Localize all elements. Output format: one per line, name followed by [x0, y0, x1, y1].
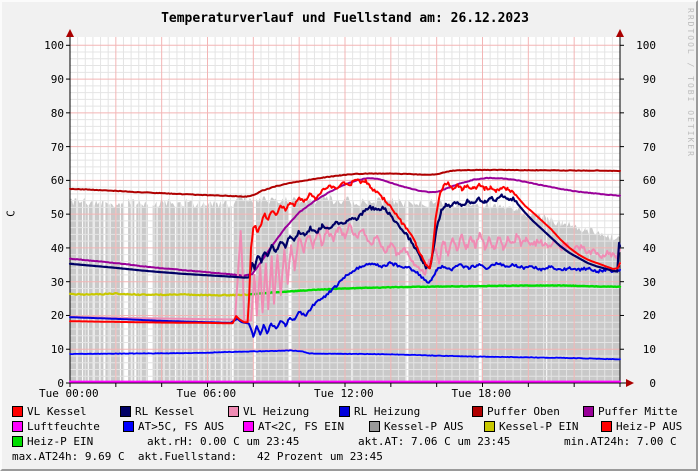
legend-label: Puffer Oben	[487, 405, 560, 418]
series-kessel-p-ein	[68, 292, 253, 297]
series-rl-heizung	[69, 261, 621, 338]
series-vl-heizung	[69, 223, 621, 322]
y-tick-label-left: 90	[50, 73, 64, 87]
legend-label: Kessel-P AUS	[384, 420, 464, 433]
legend-label: AT<2C, FS EIN	[258, 420, 345, 433]
legend-label: Puffer Mitte	[598, 405, 678, 418]
series-heiz-p-ein	[249, 284, 622, 296]
y-tick-label-left: 30	[50, 275, 64, 289]
y-tick-label-right: 90	[642, 73, 656, 87]
y-tick-label-left: 20	[50, 309, 64, 323]
y-tick-label-left: 10	[50, 343, 64, 357]
legend-swatch	[12, 421, 23, 432]
y-tick-label-right: 70	[642, 140, 656, 154]
chart-title: Temperaturverlauf und Fuellstand am: 26.…	[161, 11, 529, 26]
series-vl-kessel	[69, 178, 621, 325]
x-tick-label: Tue 00:00	[39, 387, 99, 400]
legend-label: AT>5C, FS AUS	[138, 420, 225, 433]
legend-swatch	[369, 421, 380, 432]
legend-swatch	[120, 406, 131, 417]
x-tick-label: Tue 18:00	[451, 387, 512, 400]
x-tick-label: Tue 06:00	[176, 387, 237, 400]
rrdtool-watermark: RRDTOOL / TOBI OETIKER	[686, 8, 695, 158]
legend-swatch	[123, 421, 134, 432]
legend-label: VL Heizung	[243, 405, 310, 418]
legend-label: Luftfeuchte	[27, 420, 100, 433]
y-tick-label-left: 60	[50, 174, 64, 188]
y-tick-label-left: 0	[57, 377, 64, 390]
x-tick-label: Tue 12:00	[314, 387, 374, 400]
y-tick-label-right: 30	[642, 275, 656, 289]
legend-swatch	[12, 436, 23, 447]
y-tick-label-left: 100	[44, 39, 64, 53]
y-tick-label-right: 40	[642, 241, 656, 255]
series-rl-kessel	[68, 193, 622, 279]
y-tick-label-left: 50	[50, 208, 64, 222]
y-tick-label-left: 40	[50, 241, 64, 255]
y-tick-label-right: 80	[642, 106, 656, 120]
legend-label: Kessel-P EIN	[499, 420, 579, 433]
legend-label: Heiz-P EIN	[27, 435, 94, 448]
y-tick-label-right: 100	[636, 39, 656, 53]
y-tick-label-right: 60	[642, 174, 656, 188]
y-tick-label-right: 0	[649, 377, 656, 390]
legend-label: RL Kessel	[135, 405, 195, 418]
legend-stat: akt.AT: 7.06 C um 23:45	[358, 435, 511, 448]
y-tick-label-right: 50	[642, 208, 656, 222]
y-tick-label-right: 10	[642, 343, 656, 357]
legend-swatch	[472, 406, 483, 417]
y-axis-label: C	[4, 210, 18, 217]
legend-swatch	[243, 421, 254, 432]
legend-stat: min.AT24h: 7.00 C	[564, 435, 677, 448]
legend-swatch	[484, 421, 495, 432]
legend-swatch	[228, 406, 239, 417]
legend-label: Heiz-P AUS	[616, 420, 683, 433]
legend-stat: akt.rH: 0.00 C um 23:45	[147, 435, 300, 448]
y-tick-label-left: 80	[50, 106, 64, 120]
y-tick-label-left: 70	[50, 140, 64, 154]
series-puffer-oben	[69, 168, 621, 198]
legend-swatch	[583, 406, 594, 417]
legend-stat: max.AT24h: 9.69 C akt.Fuellstand: 42 Pro…	[12, 450, 383, 463]
legend-label: RL Heizung	[354, 405, 421, 418]
series-at-aussentemperatur-at-5c-fs-aus-	[69, 349, 621, 361]
legend-label: VL Kessel	[27, 405, 87, 418]
legend-swatch	[339, 406, 350, 417]
legend-swatch	[601, 421, 612, 432]
legend-swatch	[12, 406, 23, 417]
y-tick-label-right: 20	[642, 309, 656, 323]
